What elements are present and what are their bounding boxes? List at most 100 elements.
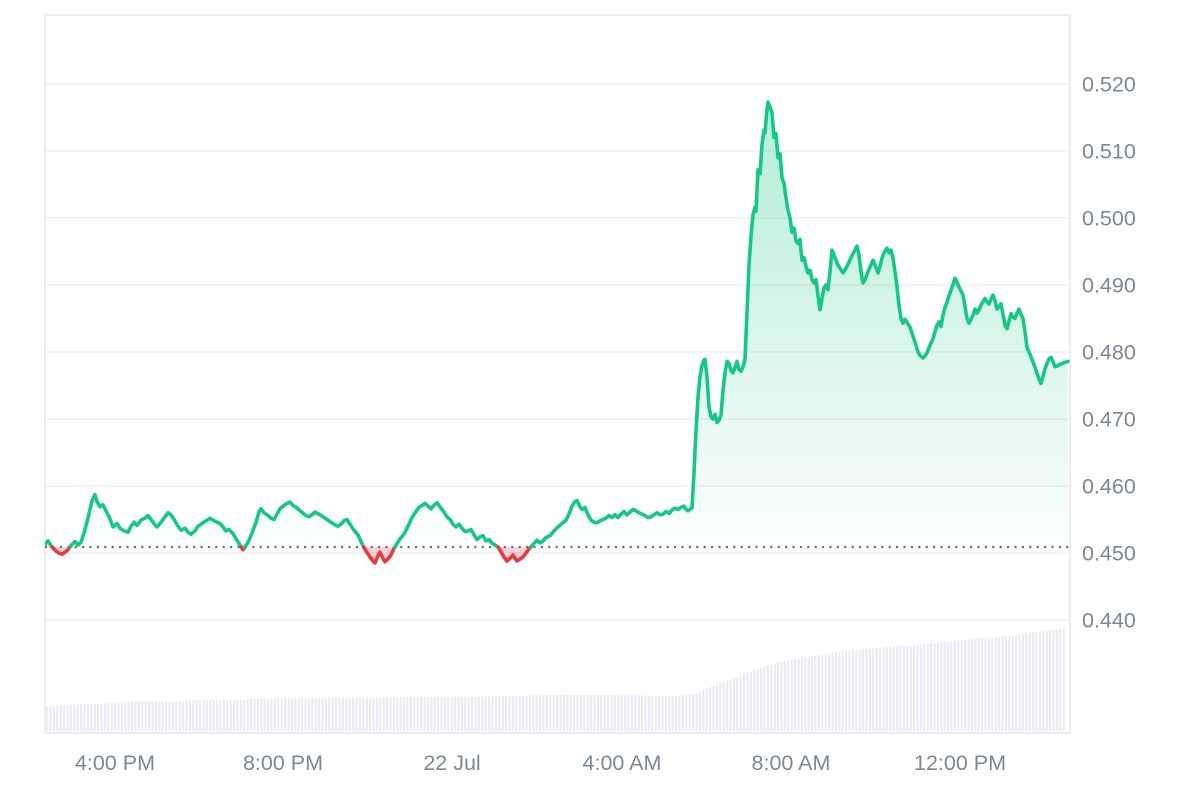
volume-bar (620, 694, 623, 731)
volume-bar (267, 698, 270, 731)
volume-bar (1008, 635, 1011, 731)
y-tick-label: 0.480 (1082, 341, 1136, 365)
volume-bar (382, 697, 385, 731)
volume-bar (335, 698, 338, 731)
volume-bar (1001, 636, 1004, 731)
volume-bar (188, 700, 191, 731)
volume-bar (185, 700, 188, 731)
volume-bar (331, 698, 334, 731)
volume-bar (437, 697, 440, 731)
volume-bar (566, 694, 569, 731)
volume-bar (943, 642, 946, 731)
volume-bar (930, 643, 933, 731)
volume-bar (457, 697, 460, 731)
volume-bar (579, 694, 582, 731)
volume-bar (545, 695, 548, 731)
volume-bar (1062, 628, 1065, 731)
volume-bar (1015, 635, 1018, 731)
volume-bar (804, 657, 807, 731)
volume-bar (212, 699, 215, 731)
volume-bar (760, 668, 763, 731)
volume-bar (348, 698, 351, 731)
volume-bar (321, 698, 324, 731)
volume-bar (970, 639, 973, 731)
volume-bar (746, 672, 749, 731)
volume-bar (739, 675, 742, 731)
volume-bar (454, 697, 457, 731)
volume-bar (933, 643, 936, 731)
volume-bar (137, 701, 140, 731)
volume-bar (369, 697, 372, 731)
volume-bar (688, 694, 691, 731)
volume-bar (168, 701, 171, 731)
volume-bar (233, 699, 236, 731)
volume-bar (270, 698, 273, 731)
volume-bar (773, 663, 776, 731)
volume-bar (114, 703, 117, 731)
volume-bar (994, 636, 997, 731)
volume-bar (981, 638, 984, 731)
volume-bar (318, 698, 321, 731)
price-line-down (496, 545, 533, 563)
volume-bar (110, 703, 113, 731)
volume-bar (583, 694, 586, 731)
volume-bar (73, 704, 76, 731)
volume-bar (250, 699, 253, 731)
volume-bar (719, 682, 722, 731)
volume-bar (518, 695, 521, 731)
y-axis-labels: 0.520 0.510 0.500 0.490 0.480 0.470 0.460 0.450… (1082, 73, 1136, 633)
volume-bar (501, 696, 504, 731)
volume-bar (600, 694, 603, 731)
volume-bar (117, 703, 120, 731)
volume-bar (868, 648, 871, 731)
volume-bar (899, 645, 902, 731)
volume-bar (76, 704, 79, 731)
volume-bar (831, 652, 834, 731)
volume-bar (845, 650, 848, 731)
volume-bar (998, 636, 1001, 731)
volume-bar (865, 649, 868, 731)
y-tick-label: 0.440 (1082, 609, 1136, 633)
volume-bar (709, 687, 712, 731)
volume-bar (1059, 628, 1062, 731)
price-line (45, 100, 1070, 565)
volume-bar (957, 640, 960, 731)
volume-bar (355, 698, 358, 731)
volume-bar (165, 701, 168, 731)
volume-bar (134, 701, 137, 731)
y-tick-label: 0.500 (1082, 207, 1136, 231)
volume-bar (807, 656, 810, 731)
volume-bar (974, 638, 977, 731)
volume-bar (273, 698, 276, 731)
volume-bar (243, 699, 246, 731)
volume-bar (467, 696, 470, 731)
volume-bar (488, 696, 491, 731)
volume-bar (1004, 635, 1007, 731)
volume-bar (314, 698, 317, 731)
volume-bar (1018, 634, 1021, 731)
volume-bar (413, 697, 416, 731)
volume-bar (562, 694, 565, 731)
volume-bar (294, 698, 297, 731)
volume-bar (392, 697, 395, 731)
volume-bar (1011, 635, 1014, 731)
volume-bar (685, 694, 688, 731)
y-tick-label: 0.460 (1082, 475, 1136, 499)
area-fill-up (245, 502, 364, 547)
volume-bar (705, 688, 708, 731)
volume-bar (93, 703, 96, 731)
volume-bar (753, 670, 756, 731)
volume-bar (90, 703, 93, 731)
volume-bar (607, 694, 610, 731)
volume-bar (290, 698, 293, 731)
volume-bar (161, 701, 164, 731)
volume-bar (668, 695, 671, 731)
volume-bar (879, 647, 882, 731)
price-area-fills (45, 102, 1068, 563)
price-line-down (361, 545, 397, 565)
volume-bar (69, 704, 72, 731)
volume-bar (923, 644, 926, 731)
x-tick-label: 8:00 AM (752, 751, 831, 775)
volume-bar (800, 657, 803, 731)
volume-bar (260, 698, 263, 731)
